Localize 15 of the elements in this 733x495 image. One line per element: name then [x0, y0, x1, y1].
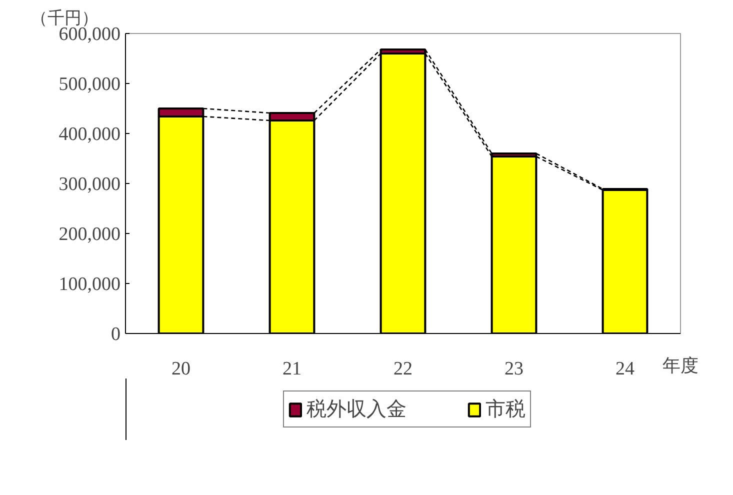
- legend-label: 税外収入金: [306, 398, 406, 422]
- legend-label: 市税: [486, 398, 526, 422]
- x-tick-label: 20: [172, 358, 190, 380]
- y-tick-label: 500,000: [58, 74, 120, 95]
- x-tick-label: 22: [394, 358, 412, 380]
- x-axis-title: 年度: [662, 356, 698, 376]
- x-tick-label: 21: [282, 358, 302, 380]
- y-tick-label: 400,000: [58, 124, 120, 145]
- y-axis-title: （千円）: [30, 8, 98, 28]
- y-tick-label: 300,000: [58, 174, 120, 195]
- x-tick-label: 23: [504, 358, 524, 380]
- y-tick-label: 0: [111, 324, 120, 345]
- y-tick-label: 100,000: [58, 274, 120, 295]
- x-tick-label: 24: [616, 358, 635, 380]
- y-tick-label: 200,000: [58, 224, 120, 245]
